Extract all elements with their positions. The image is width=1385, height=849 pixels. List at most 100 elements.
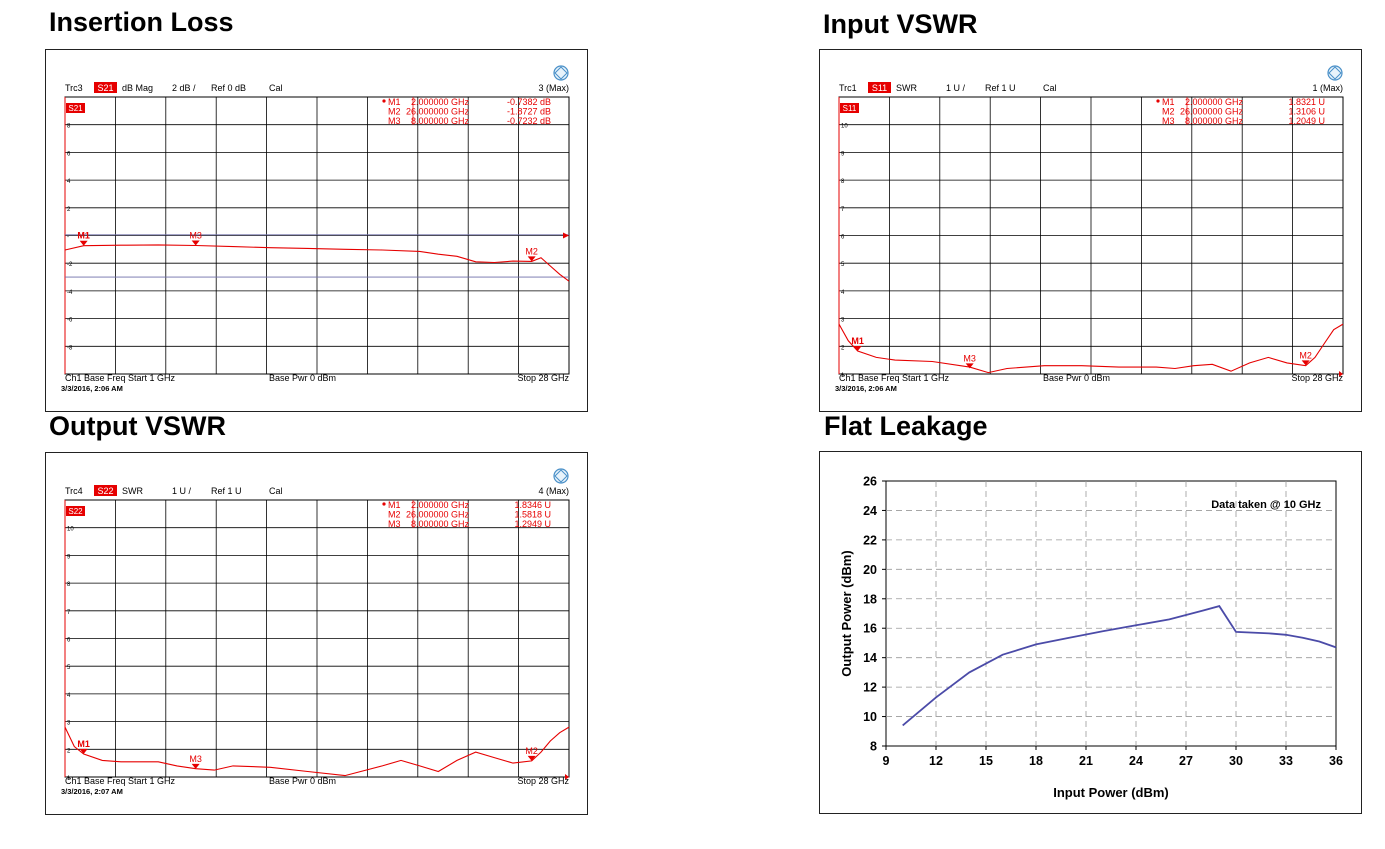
triangle-marker-icon: [79, 240, 88, 246]
max-label: 4 (Max): [538, 486, 569, 496]
marker-label: M2: [525, 246, 538, 256]
y-tick-label: 16: [863, 622, 877, 636]
marker-m2: M2: [525, 246, 538, 262]
logo-diamond: [554, 66, 568, 80]
channel-label: Ch1 Base Freq Start 1 GHz: [65, 776, 176, 786]
marker-m1: M1: [851, 336, 864, 351]
marker-row-freq: 26.000000 GHz: [406, 107, 470, 117]
y-tick-label: 8: [67, 582, 71, 588]
param-badge-label: S21: [97, 83, 113, 93]
plot-area: [885, 480, 1337, 747]
flat-leakage-panel: 9 12 15 18 21 24 27 30 33 36 8 10 12 14 16 18 20 22 24 26 Da…: [819, 451, 1362, 814]
marker-row-id: M3: [388, 116, 401, 126]
active-marker-dot: [382, 99, 386, 103]
marker-row-value: 1.2949 U: [514, 519, 551, 529]
y-tick-label: 24: [863, 504, 877, 518]
base-power-label: Base Pwr 0 dBm: [269, 776, 336, 786]
rohde-schwarz-logo-icon: [1327, 65, 1343, 81]
param-badge: [94, 485, 117, 496]
marker-row-freq: 2.000000 GHz: [411, 97, 470, 107]
y-tick-label: 6: [841, 235, 845, 241]
insertion-loss-plot: Trc3 S21 dB Mag 2 dB / Ref 0 dB Cal 3 (Max) 8 6 4…: [61, 65, 570, 393]
marker-row-freq: 2.000000 GHz: [1185, 97, 1244, 107]
insertion-loss-panel: Trc3 S21 dB Mag 2 dB / Ref 0 dB Cal 3 (Max) 8 6 4…: [45, 49, 588, 412]
marker-row-value: -0.7382 dB: [507, 97, 551, 107]
marker-m3: M3: [189, 231, 202, 246]
stop-label: Stop 28 GHz: [517, 776, 569, 786]
marker-row-id: M3: [1162, 116, 1175, 126]
y-axis-label: Output Power (dBm): [839, 550, 854, 676]
marker-label: M1: [77, 231, 90, 241]
y-tick-label: 9: [67, 554, 71, 560]
param-badge-label: S11: [872, 83, 887, 93]
scale-label: 1 U /: [946, 83, 966, 93]
marker-m1: M1: [77, 739, 90, 754]
triangle-marker-icon: [1301, 360, 1310, 366]
x-tick-label: 18: [1029, 754, 1043, 768]
output-vswr-plot: Trc4 S22 SWR 1 U / Ref 1 U Cal 4 (Max) 10 9 8 7 6 5 4…: [61, 468, 570, 796]
y-tick-label: 4: [841, 290, 845, 296]
scale-label: 1 U /: [172, 486, 192, 496]
trace-name-label: Trc3: [65, 83, 83, 93]
marker-row-freq: 26.000000 GHz: [406, 510, 470, 520]
logo-ring: [1327, 65, 1343, 81]
output-vswr-title: Output VSWR: [49, 411, 226, 441]
cal-label: Cal: [269, 83, 283, 93]
leakage-line: [902, 605, 1337, 727]
y-tick-label: 9: [841, 151, 845, 157]
base-power-label: Base Pwr 0 dBm: [269, 373, 336, 383]
marker-row-id: M1: [388, 97, 401, 107]
y-tick-label: 7: [841, 207, 845, 213]
y-tick-label: -6: [67, 318, 73, 324]
x-tick-label: 12: [929, 754, 943, 768]
format-label: SWR: [896, 83, 917, 93]
marker-row-freq: 2.000000 GHz: [411, 500, 470, 510]
marker-row-value: -0.7232 dB: [507, 116, 551, 126]
format-label: dB Mag: [122, 83, 153, 93]
active-marker-dot: [1156, 99, 1160, 103]
channel-label: Ch1 Base Freq Start 1 GHz: [65, 373, 176, 383]
flat-leakage-title: Flat Leakage: [824, 411, 988, 441]
x-axis-label: Input Power (dBm): [1053, 785, 1169, 800]
marker-m1: M1: [77, 231, 90, 246]
y-tick-label: 3: [841, 318, 845, 324]
insertion-loss-title: Insertion Loss: [49, 7, 234, 37]
y-tick-label: 10: [67, 527, 74, 533]
marker-row-value: 1.2049 U: [1288, 116, 1325, 126]
triangle-marker-icon: [527, 755, 536, 761]
marker-row-id: M2: [388, 107, 401, 117]
output-vswr-panel: Trc4 S22 SWR 1 U / Ref 1 U Cal 4 (Max) 10 9 8 7 6 5 4…: [45, 452, 588, 815]
y-tick-label: 22: [863, 533, 877, 547]
logo-ring: [553, 65, 569, 81]
cal-label: Cal: [1043, 83, 1057, 93]
param-badge: [868, 82, 891, 93]
y-tick-label: 20: [863, 563, 877, 577]
data-annotation: Data taken @ 10 GHz: [1211, 499, 1321, 511]
scale-label: 2 dB /: [172, 83, 196, 93]
marker-row-id: M1: [388, 500, 401, 510]
marker-row-id: M1: [1162, 97, 1175, 107]
trace-line: [64, 244, 570, 282]
x-tick-label: 21: [1079, 754, 1093, 768]
marker-m2: M2: [1299, 350, 1312, 366]
active-marker-dot: [382, 502, 386, 506]
grid: [64, 499, 570, 778]
marker-row-value: 1.5818 U: [514, 510, 551, 520]
y-tick-label: 2: [67, 207, 71, 213]
marker-row-value: 1.3106 U: [1288, 107, 1325, 117]
y-tick-label: 4: [67, 179, 71, 185]
y-tick-label: 2: [67, 748, 71, 754]
triangle-marker-icon: [191, 240, 200, 246]
y-tick-label: 10: [841, 124, 848, 130]
y-tick-label: 26: [863, 475, 877, 489]
x-tick-label: 27: [1179, 754, 1193, 768]
marker-row-freq: 26.000000 GHz: [1180, 107, 1244, 117]
timestamp-label: 3/3/2016, 2:06 AM: [61, 384, 123, 393]
cal-label: Cal: [269, 486, 283, 496]
y-tick-label: -8: [67, 345, 73, 351]
marker-label: M3: [963, 353, 976, 363]
ref-level-arrow-icon: [1339, 371, 1343, 377]
format-label: SWR: [122, 486, 143, 496]
param-badge: [94, 82, 117, 93]
marker-label: M2: [1299, 350, 1312, 360]
